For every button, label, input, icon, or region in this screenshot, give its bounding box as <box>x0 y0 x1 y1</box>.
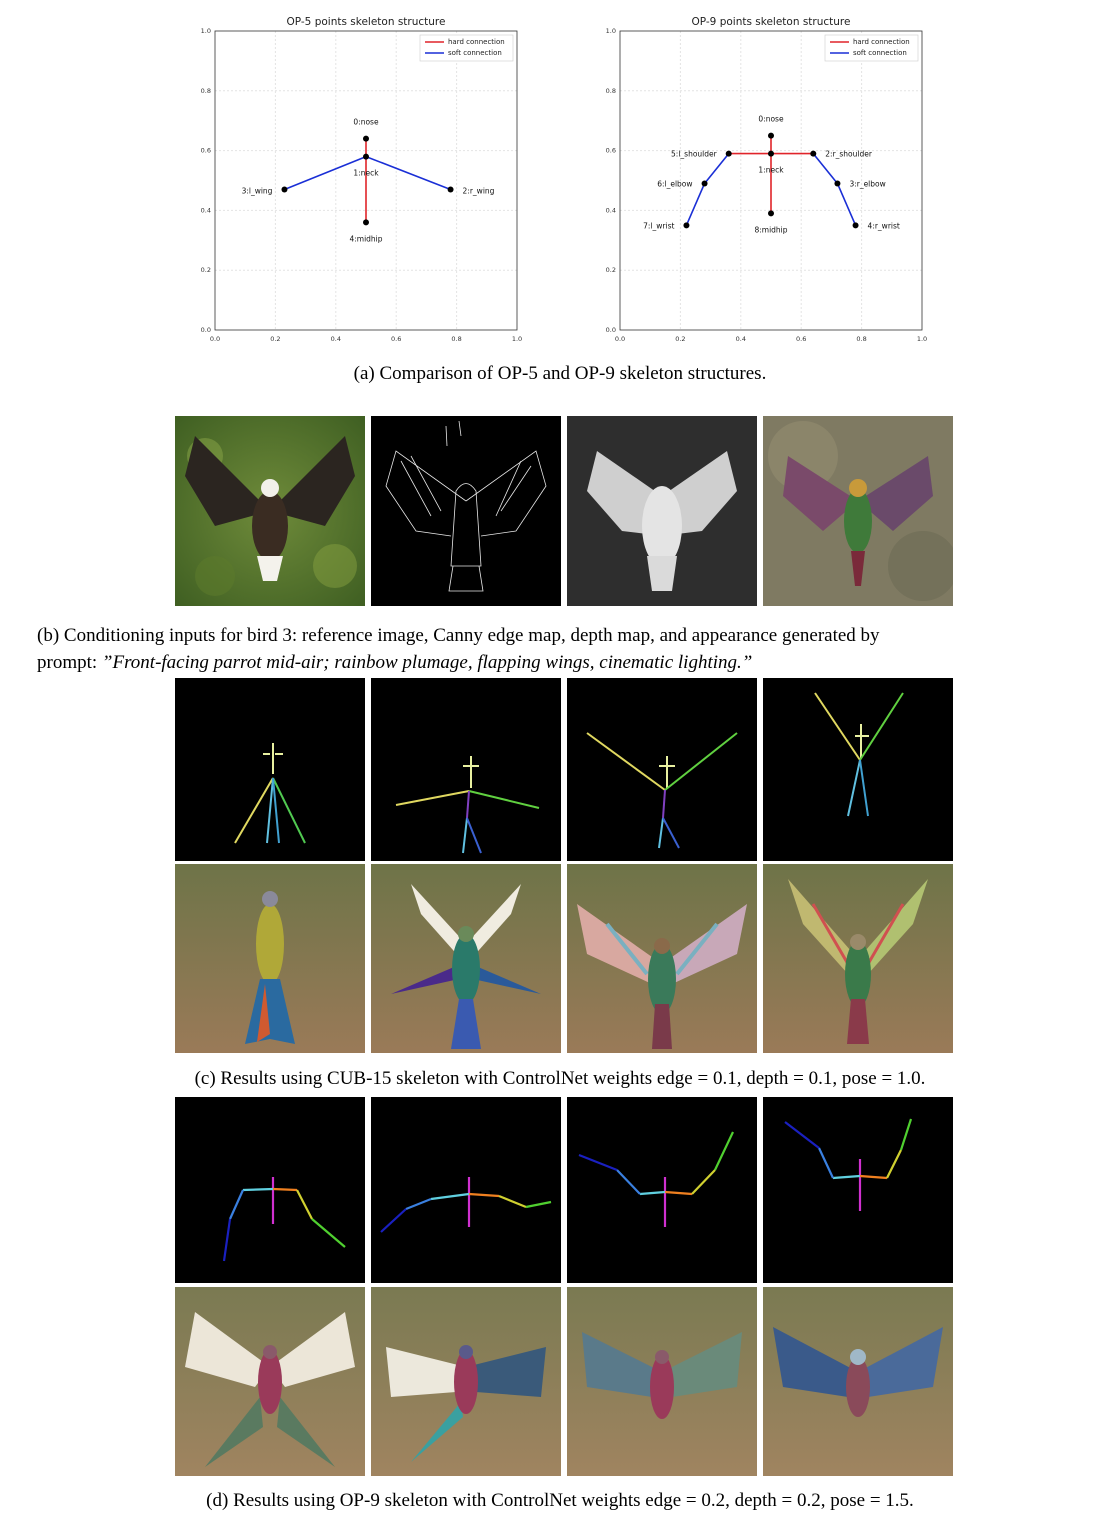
legend-hard-label: hard connection <box>853 38 910 46</box>
op9-result-2 <box>371 1287 561 1476</box>
joint-label: 4:midhip <box>349 234 382 243</box>
x-tick-label: 0.8 <box>856 335 866 343</box>
x-tick-label: 0.0 <box>210 335 220 343</box>
joint-point <box>447 186 454 193</box>
soft-connection <box>812 153 839 184</box>
joint-point <box>852 222 859 229</box>
joint-point <box>363 135 369 142</box>
y-tick-label: 0.4 <box>606 206 616 214</box>
x-tick-label: 0.2 <box>675 335 685 343</box>
soft-connection <box>836 183 857 226</box>
x-tick-label: 0.4 <box>331 335 341 343</box>
plot-frame <box>619 30 923 331</box>
legend-hard-label: hard connection <box>448 38 505 46</box>
joint-point <box>701 180 708 187</box>
joint-point <box>363 219 369 226</box>
soft-connection <box>365 155 451 191</box>
op9-result-1 <box>175 1287 365 1476</box>
joint-point <box>281 186 288 193</box>
caption-a: (a) Comparison of OP-5 and OP-9 skeleton… <box>353 363 767 384</box>
op9-skeleton-1 <box>175 1097 365 1283</box>
joint-point <box>683 222 690 229</box>
cub15-skeleton-2 <box>371 678 561 861</box>
x-tick-label: 1.0 <box>512 335 522 343</box>
joint-label: 6:l_elbow <box>657 179 692 188</box>
x-tick-label: 1.0 <box>917 335 927 343</box>
y-tick-label: 1.0 <box>201 27 211 35</box>
joint-label: 0:nose <box>353 118 379 127</box>
caption-b-prompt: ”Front-facing parrot mid-air; rainbow pl… <box>101 652 753 673</box>
legend: hard connection soft connection <box>824 34 919 62</box>
soft-connection <box>685 183 706 226</box>
joint-label: 5:l_shoulder <box>671 150 718 159</box>
joint-label: 0:nose <box>758 115 784 124</box>
x-tick-label: 0.6 <box>391 335 401 343</box>
op9-skeleton-2 <box>371 1097 561 1283</box>
canny-edge-map <box>371 416 561 606</box>
joint-label: 1:neck <box>353 169 379 178</box>
legend-soft-label: soft connection <box>853 49 907 57</box>
op9-skeleton-3 <box>567 1097 757 1283</box>
joint-point <box>834 180 841 187</box>
y-tick-label: 0.2 <box>606 266 616 274</box>
joint-point <box>363 153 369 160</box>
y-tick-label: 0.0 <box>201 326 211 334</box>
joint-label: 4:r_wrist <box>868 221 900 230</box>
y-tick-label: 0.6 <box>201 147 211 155</box>
joint-point <box>725 150 732 157</box>
joint-label: 1:neck <box>758 166 784 175</box>
plot-title: OP-9 points skeleton structure <box>692 16 851 28</box>
op9-plot: OP-9 points skeleton structure 0.0 0.0 0.2 0… <box>575 0 940 354</box>
y-tick-label: 0.2 <box>201 266 211 274</box>
generated-appearance-image <box>763 416 953 606</box>
y-tick-label: 0.8 <box>606 87 616 95</box>
legend-soft-label: soft connection <box>448 49 502 57</box>
cub15-result-2 <box>371 864 561 1053</box>
caption-b-line1: (b) Conditioning inputs for bird 3: refe… <box>37 625 880 646</box>
reference-image <box>175 416 365 606</box>
y-tick-label: 0.6 <box>606 147 616 155</box>
cub15-skeleton-4 <box>763 678 953 861</box>
op5-plot: OP-5 points skeleton structure 0.0 0.0 0.2 0… <box>170 0 535 354</box>
joint-label: 3:r_elbow <box>849 179 885 188</box>
soft-connection <box>284 155 367 191</box>
joint-label: 2:r_wing <box>463 186 495 195</box>
depth-map <box>567 416 757 606</box>
x-tick-label: 0.8 <box>451 335 461 343</box>
joint-point <box>768 150 774 157</box>
caption-c: (c) Results using CUB-15 skeleton with C… <box>194 1068 926 1089</box>
op9-result-3 <box>567 1287 757 1476</box>
joint-label: 7:l_wrist <box>643 221 674 230</box>
op9-result-4 <box>763 1287 953 1476</box>
op9-skeleton-4 <box>763 1097 953 1283</box>
x-tick-label: 0.6 <box>796 335 806 343</box>
caption-b-prefix: prompt: <box>37 652 102 673</box>
y-tick-label: 0.0 <box>606 326 616 334</box>
plot-title: OP-5 points skeleton structure <box>287 16 446 28</box>
cub15-result-1 <box>175 864 365 1053</box>
op5-plot-svg: OP-5 points skeleton structure 0.00.0 0.2 0… <box>201 16 523 343</box>
y-tick-label: 1.0 <box>606 27 616 35</box>
joint-label: 8:midhip <box>754 225 787 234</box>
joint-point <box>810 150 817 157</box>
plot-frame <box>214 30 518 331</box>
y-tick-label: 0.4 <box>201 206 211 214</box>
cub15-skeleton-1 <box>175 678 365 861</box>
caption-d: (d) Results using OP-9 skeleton with Con… <box>206 1490 914 1511</box>
y-tick-label: 0.8 <box>201 87 211 95</box>
op9-plot-svg: OP-9 points skeleton structure 0.00.0 0.2 0… <box>606 16 928 343</box>
cub15-skeleton-3 <box>567 678 757 861</box>
x-tick-label: 0.0 <box>615 335 625 343</box>
x-tick-label: 0.4 <box>736 335 746 343</box>
legend: hard connection soft connection <box>419 34 514 62</box>
joint-point <box>768 132 774 139</box>
x-tick-label: 0.2 <box>270 335 280 343</box>
cub15-result-3 <box>567 864 757 1053</box>
soft-connection <box>703 153 730 184</box>
cub15-result-4 <box>763 864 953 1053</box>
caption-b: (b) Conditioning inputs for bird 3: refe… <box>37 622 1107 676</box>
joint-label: 2:r_shoulder <box>825 150 873 159</box>
joint-label: 3:l_wing <box>242 186 273 195</box>
joint-point <box>768 210 774 217</box>
